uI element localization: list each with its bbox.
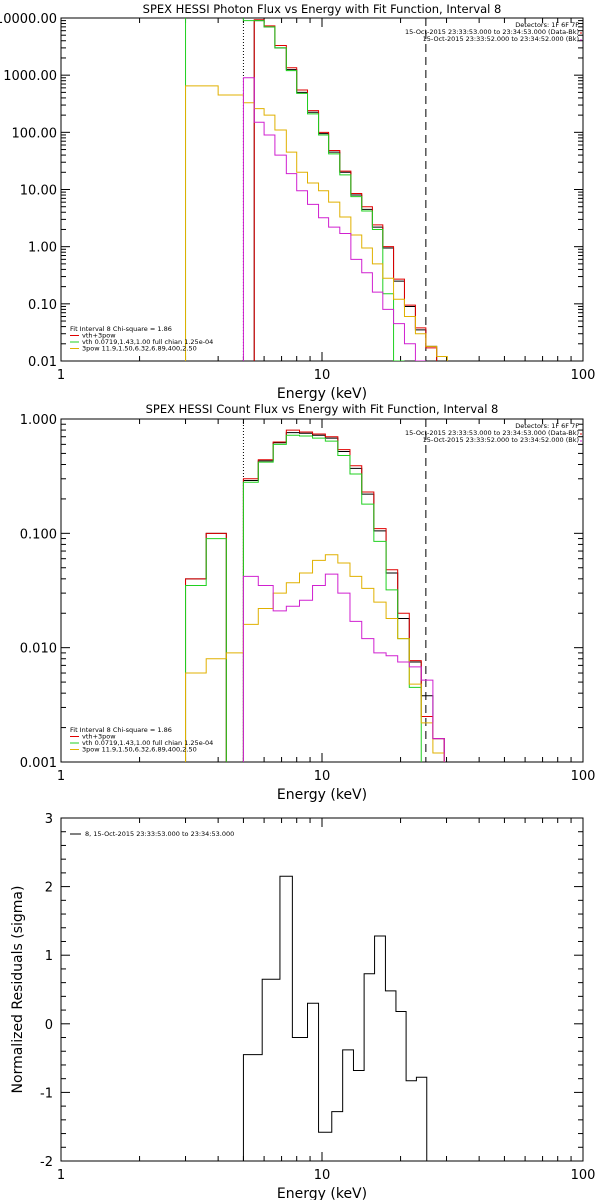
chart-panel-1: SPEX HESSI Photon Flux vs Energy with Fi…	[0, 2, 596, 402]
x-tick-label: 100	[571, 1168, 596, 1183]
x-axis-label: Energy (keV)	[277, 386, 367, 402]
header-line: 15-Oct-2015 23:33:52.000 to 23:34:52.000…	[423, 436, 579, 444]
plot-frame	[60, 17, 584, 362]
x-tick-label: 10	[314, 1168, 331, 1183]
y-tick-label: 10.00	[20, 184, 57, 199]
series-pileup	[242, 573, 445, 762]
plot-frame	[60, 418, 584, 763]
y-tick-label: 100.00	[12, 126, 58, 141]
legend-entry: vth+3pow	[82, 733, 116, 741]
legend-entry: 3pow 11.9,1.50,6.32,6.89,400,2.50	[82, 746, 197, 754]
x-tick-label: 10	[314, 769, 331, 784]
series-group	[185, 429, 445, 762]
x-axis-label: Energy (keV)	[277, 787, 367, 803]
x-tick-label: 1	[57, 1168, 65, 1183]
y-tick-label: 1000.00	[3, 69, 57, 84]
y-tick-label: 1.00	[28, 241, 57, 256]
chart-title: SPEX HESSI Photon Flux vs Energy with Fi…	[143, 2, 502, 16]
y-tick-label: 0.01	[28, 355, 57, 370]
series-vth	[185, 434, 434, 762]
y-tick-label: 3	[45, 812, 53, 827]
legend-title: Fit Interval 8 Chi-square = 1.86	[70, 726, 172, 734]
series-vth-3pow	[253, 19, 438, 361]
chart-title: SPEX HESSI Count Flux vs Energy with Fit…	[146, 402, 499, 416]
series-vth-3pow	[185, 429, 445, 762]
series-data	[185, 432, 445, 762]
header-line: Detectors: 1F 6F 7F	[515, 422, 579, 430]
series-3pow	[185, 85, 448, 361]
header-line: 15-Oct-2015 23:33:53.000 to 23:34:53.000…	[405, 429, 579, 437]
x-tick-label: 100	[571, 368, 596, 383]
plot-frame	[60, 817, 584, 1162]
y-tick-label: 0.10	[28, 298, 57, 313]
series-pileup	[242, 77, 426, 361]
y-tick-label: -1	[40, 1086, 53, 1101]
chart-panel-2: SPEX HESSI Count Flux vs Energy with Fit…	[20, 402, 596, 803]
legend-entry: 3pow 11.9,1.50,6.32,6.89,400,2.50	[82, 345, 197, 353]
y-tick-label: 0.001	[20, 756, 57, 771]
x-tick-label: 1	[57, 368, 65, 383]
legend-entry: vth 0.0719,1.43,1.00 full chian 1.25e-04	[82, 739, 213, 747]
x-tick-label: 1	[57, 769, 65, 784]
header-line: Detectors: 1F 6F 7F	[515, 21, 579, 29]
y-tick-label: 10000.00	[0, 12, 57, 27]
series-group	[185, 18, 448, 361]
y-tick-label: 0.010	[20, 642, 57, 657]
y-tick-label: 1.000	[20, 413, 57, 428]
y-tick-label: 1	[45, 949, 53, 964]
series-vth	[185, 18, 405, 361]
x-tick-label: 100	[571, 769, 596, 784]
y-tick-label: -2	[40, 1155, 53, 1170]
y-tick-label: 0.100	[20, 527, 57, 542]
legend-entry: vth 0.0719,1.43,1.00 full chian 1.25e-04	[82, 338, 213, 346]
series-residuals	[242, 875, 428, 1161]
header-line: 15-Oct-2015 23:33:52.000 to 23:34:52.000…	[423, 35, 579, 43]
series-group	[242, 875, 428, 1161]
x-tick-label: 10	[314, 368, 331, 383]
header-line: 15-Oct-2015 23:33:53.000 to 23:34:53.000…	[405, 28, 579, 36]
series-data	[253, 20, 438, 361]
y-axis-label: Normalized Residuals (sigma)	[10, 886, 26, 1094]
y-tick-label: 2	[45, 881, 53, 896]
legend-title: Fit Interval 8 Chi-square = 1.86	[70, 325, 172, 333]
y-tick-label: 0	[45, 1018, 53, 1033]
legend-entry: vth+3pow	[82, 332, 116, 340]
legend-entry: 8, 15-Oct-2015 23:33:53.000 to 23:34:53.…	[85, 830, 234, 838]
chart-panel-3: 1 10 100 Energy (keV) -2 -1 0 1 2 3 Normalized Res…	[10, 812, 595, 1200]
x-axis-label: Energy (keV)	[277, 1186, 367, 1200]
